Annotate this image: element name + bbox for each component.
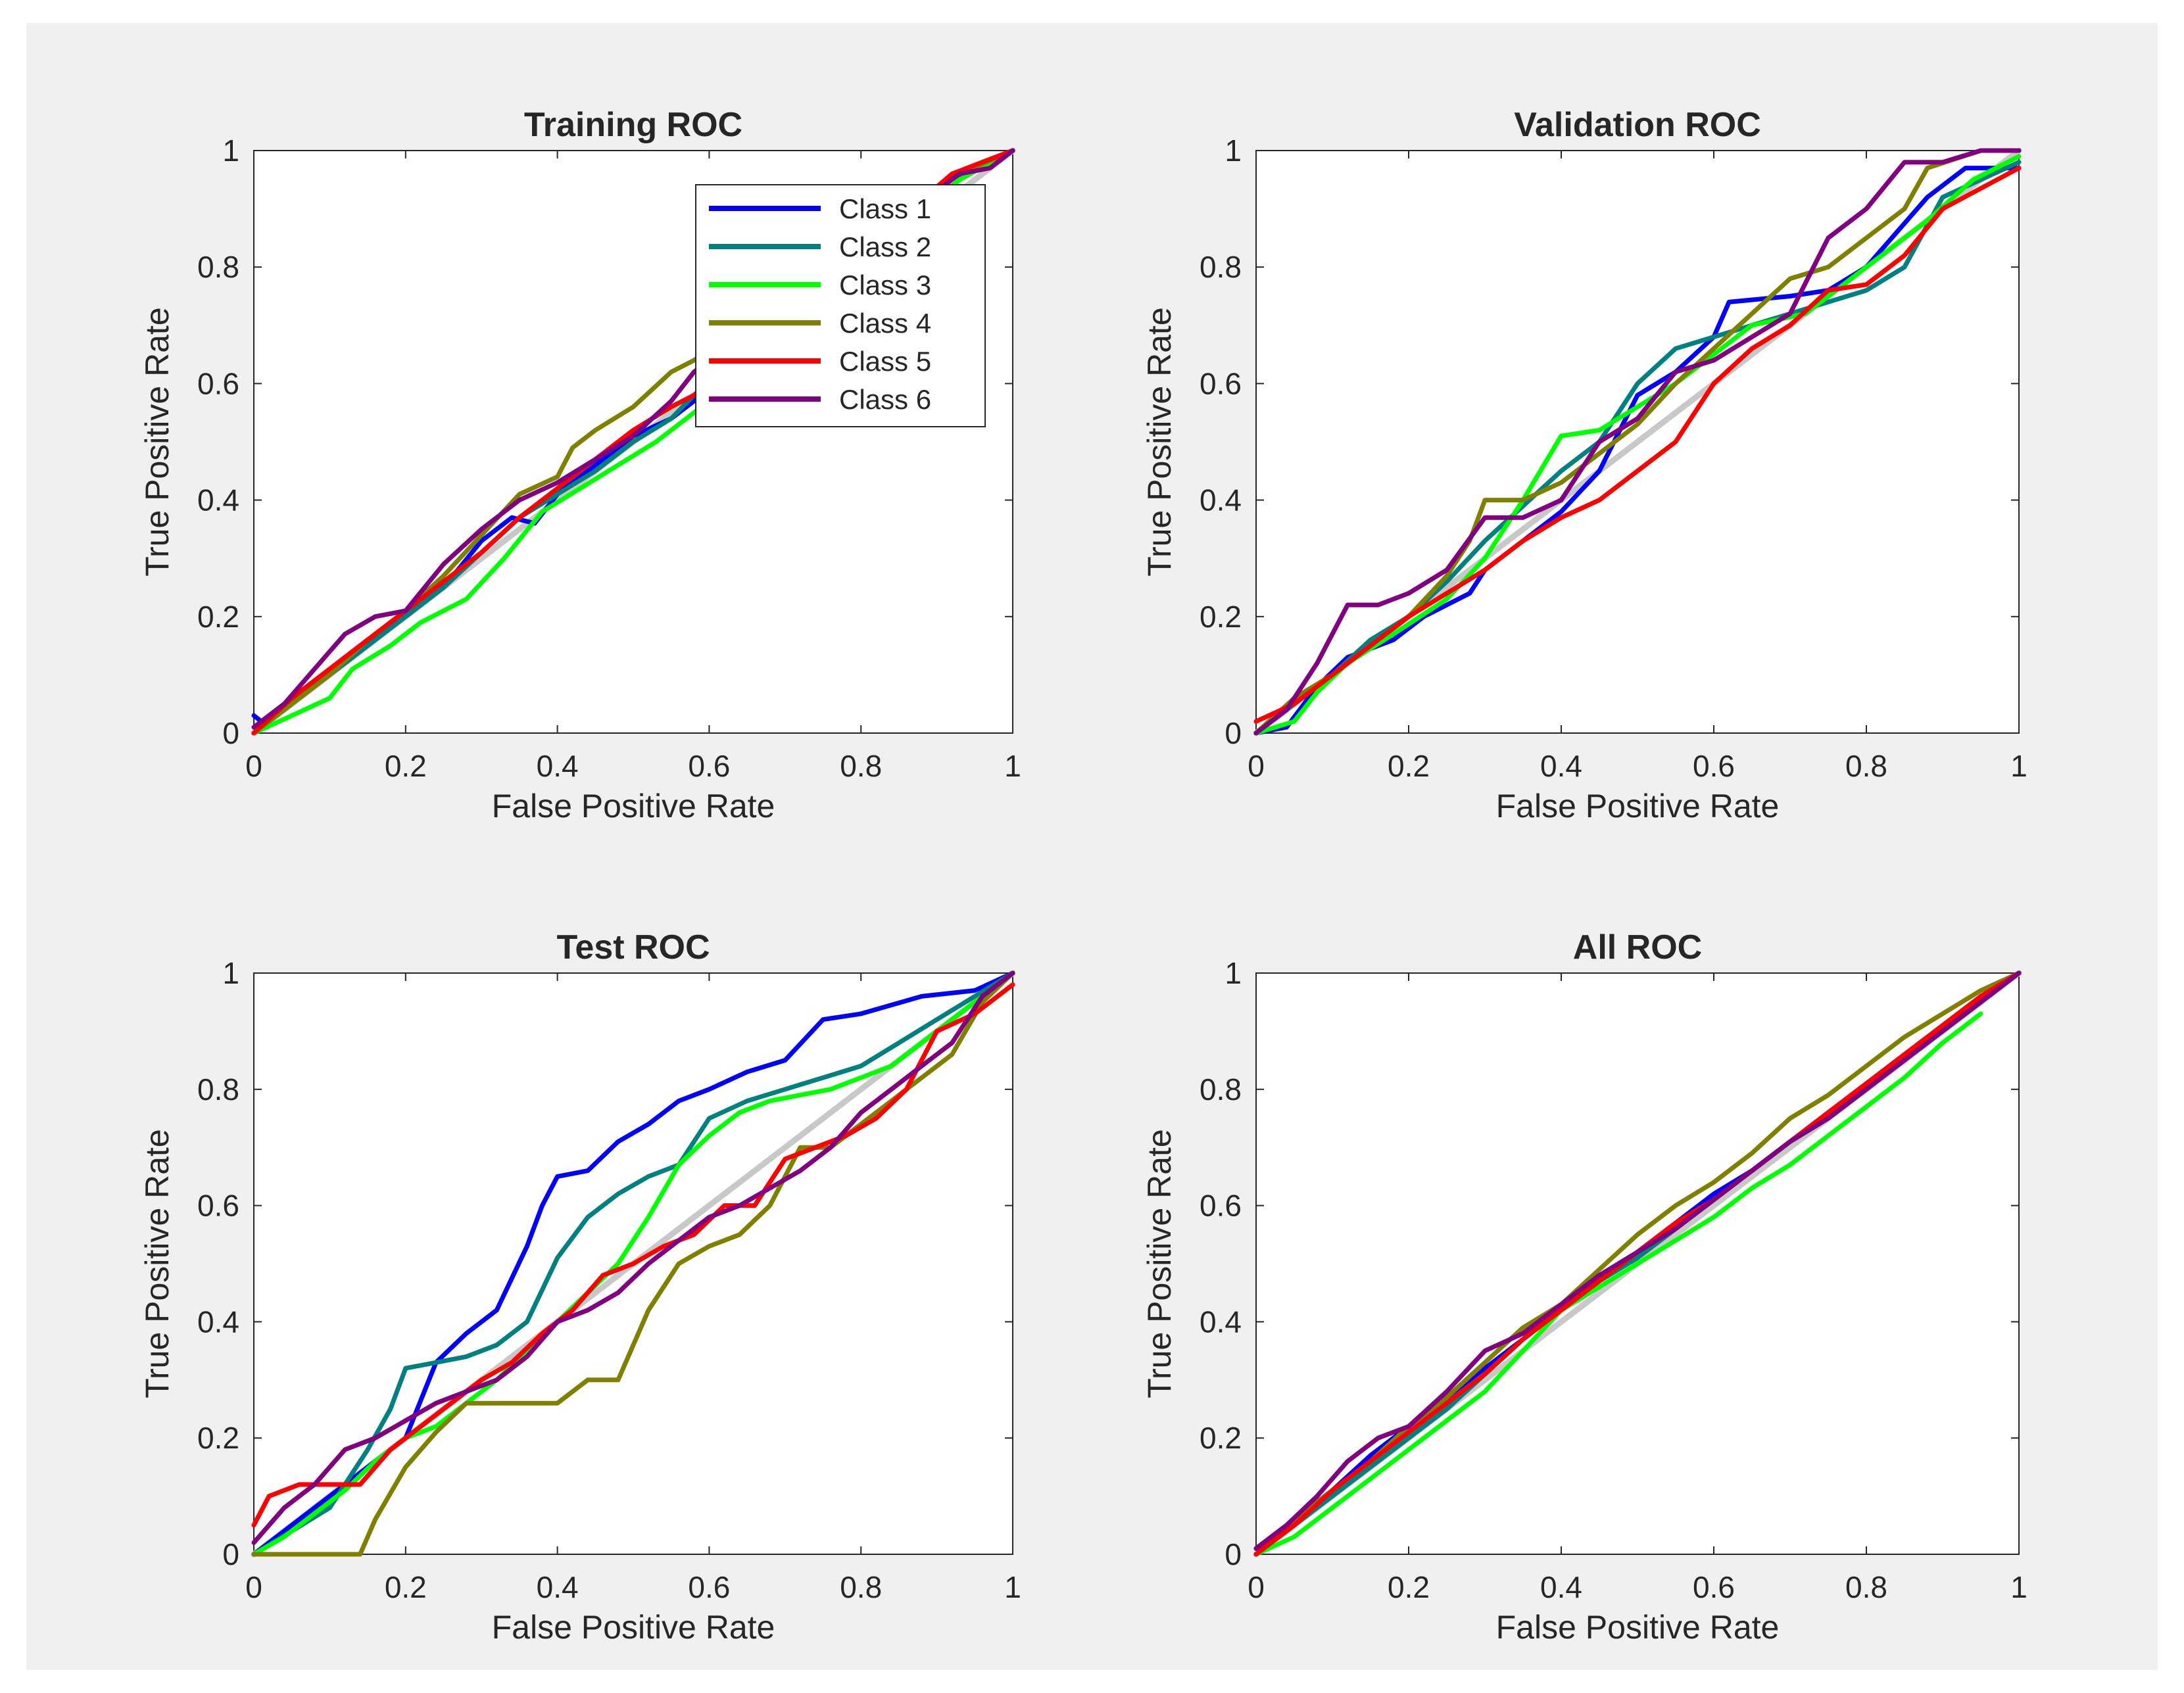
x-tick-label: 0 — [245, 749, 262, 783]
y-axis-label: True Positive Rate — [1141, 307, 1178, 576]
y-tick-label: 0 — [222, 716, 239, 750]
chart-title: All ROC — [1573, 928, 1702, 966]
x-tick-label: 0 — [1248, 749, 1265, 783]
figure-window: 0 0.2 0.4 0.6 0.8 1 0 0.2 0.4 0.6 0.8 1 Training ROC… — [26, 23, 2158, 1670]
y-tick-label: 0.8 — [197, 1072, 239, 1107]
legend-label: Class 2 — [839, 231, 931, 262]
legend-label: Class 6 — [839, 384, 931, 415]
legend-label: Class 5 — [839, 346, 931, 377]
x-axis-label: False Positive Rate — [492, 1609, 775, 1646]
series-line-class-3 — [251, 148, 1015, 736]
y-tick-label: 0.6 — [197, 1189, 239, 1223]
chart-title: Test ROC — [556, 928, 710, 966]
y-tick-label: 0.2 — [1200, 1421, 1242, 1455]
y-tick-label: 0.2 — [1200, 600, 1242, 634]
x-tick-label: 0.4 — [1540, 1570, 1582, 1604]
x-tick-label: 0.4 — [1540, 749, 1582, 783]
y-tick-label: 0.2 — [197, 600, 239, 634]
chart-panel-3: 0 0.2 0.4 0.6 0.8 1 0 0.2 0.4 0.6 0.8 1 Test ROC Fals… — [139, 928, 1021, 1646]
x-tick-label: 0.8 — [1845, 1570, 1887, 1604]
legend-box — [695, 184, 986, 427]
chart-title: Validation ROC — [1514, 106, 1761, 144]
x-tick-label: 0.8 — [1845, 749, 1887, 783]
x-tick-label: 0.4 — [537, 1570, 579, 1604]
series-line-class-6 — [251, 970, 1015, 1545]
x-tick-label: 0.6 — [1693, 749, 1735, 783]
series-line-class-3 — [1253, 1011, 1983, 1557]
legend-label: Class 4 — [839, 308, 931, 339]
y-tick-label: 0.6 — [1200, 1189, 1242, 1223]
x-tick-label: 0.6 — [1693, 1570, 1735, 1604]
y-tick-label: 1 — [222, 956, 239, 990]
x-tick-label: 1 — [1004, 1570, 1021, 1604]
chart-title: Training ROC — [524, 106, 742, 144]
chart-panel-4: 0 0.2 0.4 0.6 0.8 1 0 0.2 0.4 0.6 0.8 1 All ROC False… — [1141, 928, 2027, 1646]
x-tick-label: 1 — [2010, 749, 2027, 783]
y-tick-label: 1 — [222, 133, 239, 168]
y-tick-label: 0.8 — [197, 250, 239, 284]
x-axis-label: False Positive Rate — [492, 788, 775, 824]
chart-panel-2: 0 0.2 0.4 0.6 0.8 1 0 0.2 0.4 0.6 0.8 1 Validation R… — [1141, 106, 2027, 824]
x-tick-label: 0.8 — [840, 1570, 882, 1604]
y-tick-label: 0.6 — [1200, 366, 1242, 400]
series-line-class-6 — [1253, 970, 2022, 1551]
y-tick-label: 0.4 — [197, 1304, 239, 1339]
x-axis-label: False Positive Rate — [1496, 788, 1780, 824]
y-axis-label: True Positive Rate — [139, 1129, 176, 1398]
series-line-class-5 — [251, 982, 1015, 1528]
x-axis-label: False Positive Rate — [1496, 1609, 1780, 1646]
y-tick-label: 0.8 — [1200, 1072, 1242, 1107]
x-tick-label: 0.2 — [385, 749, 427, 783]
x-tick-label: 0.6 — [688, 749, 730, 783]
series-line-class-4 — [251, 970, 1015, 1557]
y-tick-label: 1 — [1225, 133, 1242, 168]
y-tick-label: 0.6 — [197, 366, 239, 400]
y-tick-label: 0 — [1225, 716, 1242, 750]
series-line-class-4 — [251, 148, 1015, 736]
series-line-class-3 — [251, 970, 1015, 1557]
x-tick-label: 0.6 — [688, 1570, 730, 1604]
legend-label: Class 1 — [839, 193, 931, 224]
y-tick-label: 0.8 — [1200, 250, 1242, 284]
x-tick-label: 0.2 — [385, 1570, 427, 1604]
x-tick-label: 0.4 — [537, 749, 579, 783]
y-tick-label: 0 — [222, 1537, 239, 1571]
x-tick-label: 0 — [245, 1570, 262, 1604]
y-tick-label: 0.4 — [1200, 1304, 1242, 1339]
legend-label: Class 3 — [839, 270, 931, 300]
y-axis-label: True Positive Rate — [139, 307, 176, 576]
roc-figure-svg: 0 0.2 0.4 0.6 0.8 1 0 0.2 0.4 0.6 0.8 1 Training ROC… — [139, 106, 2027, 1646]
x-tick-label: 0 — [1248, 1570, 1265, 1604]
x-tick-label: 0.2 — [1388, 749, 1430, 783]
series-line-class-5 — [1253, 166, 2022, 724]
series-line-class-6 — [1253, 148, 2022, 736]
y-axis-label: True Positive Rate — [1141, 1129, 1178, 1398]
chart-panel-1: 0 0.2 0.4 0.6 0.8 1 0 0.2 0.4 0.6 0.8 1 Training ROC… — [139, 106, 1021, 824]
y-tick-label: 1 — [1225, 956, 1242, 990]
y-tick-label: 0 — [1225, 1537, 1242, 1571]
y-tick-label: 0.4 — [1200, 483, 1242, 517]
x-tick-label: 0.2 — [1388, 1570, 1430, 1604]
y-tick-label: 0.2 — [197, 1421, 239, 1455]
y-tick-label: 0.4 — [197, 483, 239, 517]
x-tick-label: 1 — [2010, 1570, 2027, 1604]
series-line-class-2 — [251, 970, 1015, 1557]
x-tick-label: 0.8 — [840, 749, 882, 783]
x-tick-label: 1 — [1004, 749, 1021, 783]
